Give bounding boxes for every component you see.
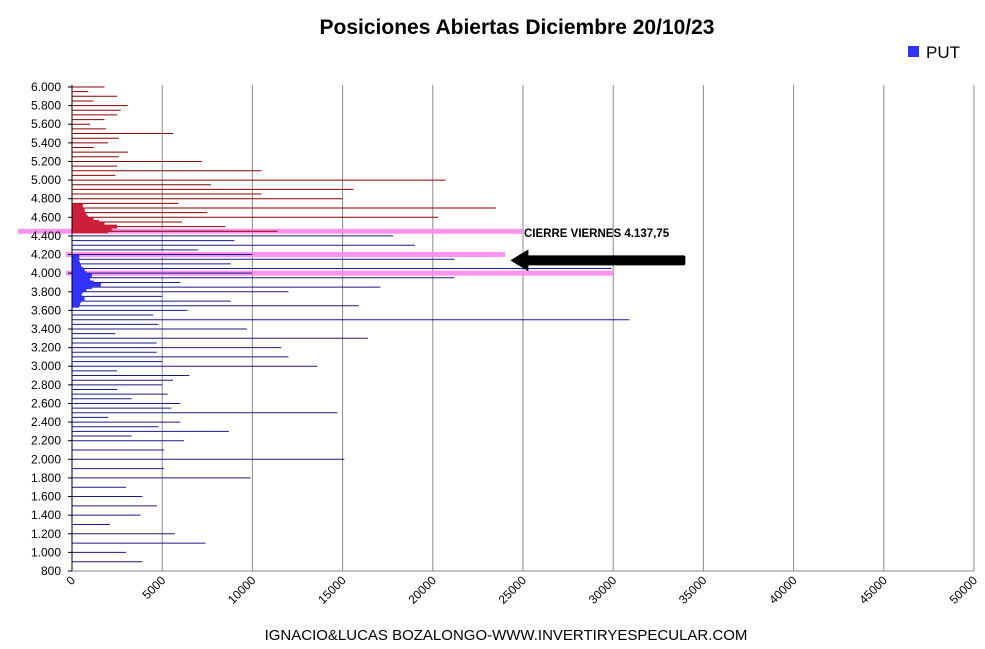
put-near-bar-4175 [72,254,80,259]
close-arrow-shaft [524,255,686,266]
x-tick-label-5000: 5000 [140,573,169,602]
put-near-bar-4075 [72,264,82,269]
legend-swatch-put [908,46,919,57]
x-tick-label-20000: 20000 [405,573,439,607]
y-tick-label-5200: 5.200 [31,154,61,168]
y-tick-label-5800: 5.800 [31,99,61,113]
y-tick-label-1600: 1.600 [31,490,61,504]
call-near-bar-4700 [72,206,83,210]
y-tick-label-2200: 2.200 [31,434,61,448]
put-near-bar-4100 [72,261,81,266]
put-near-bar-4000 [72,271,87,276]
x-tick-labels: 0 5000 10000 15000 20000 25000 30000 35000 40000… [63,573,980,607]
put-near-bar-3925 [72,278,91,283]
x-tick-label-25000: 25000 [496,573,530,607]
y-tick-label-2400: 2.400 [31,415,61,429]
put-near-bar-3900 [72,280,94,285]
call-near-bar-4575 [72,217,94,222]
x-tick-label-30000: 30000 [586,573,620,607]
y-tick-labels: 800 1.000 1.200 1.400 1.600 1.800 2.000 2.200 2.… [31,80,61,578]
put-near-bar-3725 [72,296,85,301]
x-tick-label-40000: 40000 [766,573,800,607]
call-near-bar-4550 [72,219,100,224]
bar-series [72,86,630,563]
put-near-bar-4125 [72,259,80,264]
close-arrow-icon [510,249,686,272]
y-tick-label-2600: 2.600 [31,396,61,410]
put-near-bar-3650 [72,303,80,308]
y-tick-label-5000: 5.000 [31,173,61,187]
y-tick-label-800: 800 [41,564,61,578]
legend: PUT [908,43,960,62]
put-near-bar-3950 [72,275,89,280]
legend-label-put: PUT [926,43,960,62]
x-tick-label-10000: 10000 [225,573,259,607]
y-tick-label-4400: 4.400 [31,229,61,243]
y-tick-label-3000: 3.000 [31,359,61,373]
grid-lines [161,85,975,571]
y-tick-label-4600: 4.600 [31,210,61,224]
close-annotation: CIERRE VIERNES 4.137,75 [510,228,686,272]
put-near-bar-3700 [72,299,82,304]
y-tick-label-3400: 3.400 [31,322,61,336]
y-tick-label-4800: 4.800 [31,192,61,206]
x-tick-label-45000: 45000 [856,573,890,607]
close-annotation-label: CIERRE VIERNES 4.137,75 [524,228,670,240]
put-near-bar-3975 [72,273,92,278]
call-near-bar-4500 [72,224,118,229]
call-near-bar-4450 [72,229,109,234]
x-tick-label-0: 0 [63,573,78,588]
highlight-band-4200 [66,252,505,258]
y-tick-label-3200: 3.200 [31,341,61,355]
put-near-bar-3875 [72,282,101,287]
close-arrow-head [510,249,529,272]
y-tick-label-2800: 2.800 [31,378,61,392]
call-near-bar-4650 [72,210,85,215]
put-near-bar-3675 [72,301,81,306]
y-tick-label-5400: 5.400 [31,136,61,150]
put-near-bar-3825 [72,287,87,292]
call-near-bar-4525 [72,222,105,227]
chart-title: Posiciones Abiertas Diciembre 20/10/23 [320,16,715,39]
x-tick-label-15000: 15000 [315,573,349,607]
put-near-bar-3850 [72,285,92,290]
call-near-bar-4725 [72,203,83,208]
call-near-bar-4625 [72,212,87,217]
put-near-bar-3800 [72,289,83,294]
y-tick-label-1000: 1.000 [31,545,61,559]
y-tick-label-2000: 2.000 [31,452,61,466]
highlight-band-4000 [66,270,614,276]
y-tick-label-1200: 1.200 [31,527,61,541]
y-tick-label-5600: 5.600 [31,117,61,131]
put-near-bar-4025 [72,268,85,273]
y-tick-label-3800: 3.800 [31,285,61,299]
put-near-bar-3775 [72,292,82,297]
y-tick-label-1400: 1.400 [31,508,61,522]
y-tick-label-3600: 3.600 [31,303,61,317]
y-tick-label-4200: 4.200 [31,248,61,262]
axes [68,85,974,572]
y-tick-label-1800: 1.800 [31,471,61,485]
put-near-bar-4150 [72,257,80,262]
y-tick-label-6000: 6.000 [31,80,61,94]
put-near-bar-4050 [72,266,83,271]
x-tick-label-50000: 50000 [947,573,981,607]
x-tick-label-35000: 35000 [676,573,710,607]
call-near-bar-4475 [72,226,112,231]
put-near-bar-3750 [72,294,82,299]
footer-credit: IGNACIO&LUCAS BOZALONGO-WWW.INVERTIRYESP… [265,627,748,644]
call-near-bar-4600 [72,215,89,220]
call-near-bar-4675 [72,208,85,213]
y-tick-label-4000: 4.000 [31,266,61,280]
